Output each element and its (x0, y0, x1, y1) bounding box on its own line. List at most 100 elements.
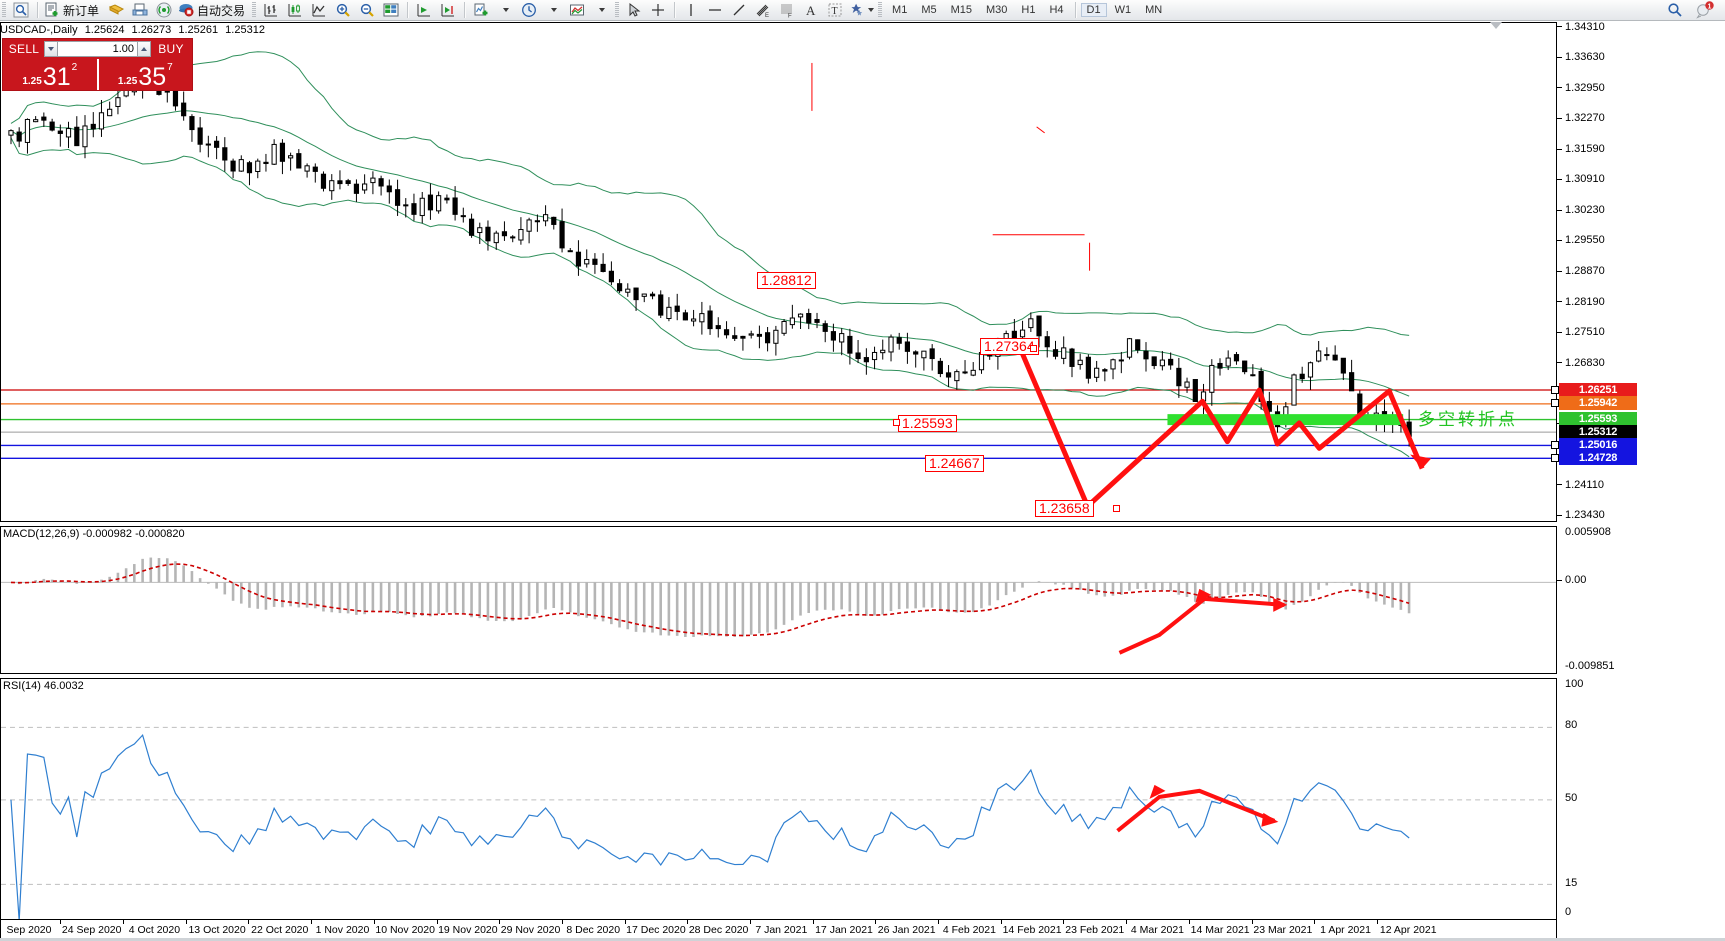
bar-chart-button[interactable] (259, 1, 283, 20)
price-tag-blue-lower[interactable]: 1.24728 (1551, 450, 1637, 465)
price-scale[interactable]: 1.34310 1.33630 1.32950 1.32270 1.31590 1.309… (1551, 21, 1725, 522)
templates-button[interactable] (565, 1, 589, 20)
price-tick: 1.28190 (1557, 296, 1605, 308)
buy-price-button[interactable]: 1.25 35 7 (99, 59, 193, 90)
toolbar-grip-2[interactable] (252, 2, 257, 18)
indicators-button[interactable] (469, 1, 493, 20)
line-chart-button[interactable] (307, 1, 331, 20)
indicators-dropdown[interactable] (493, 1, 517, 20)
price-tick-label: 1.32270 (1565, 112, 1605, 125)
tile-windows-button[interactable] (379, 1, 403, 20)
price-tag-handle[interactable] (1551, 453, 1559, 462)
price-tag-orange[interactable]: 1.25942 (1551, 396, 1637, 411)
one-click-trading-panel[interactable]: SELL 1.00 BUY 1.25 31 2 1.25 35 7 (2, 38, 193, 91)
chart-top-marker (1490, 22, 1502, 29)
templates-dropdown[interactable] (589, 1, 613, 20)
timeframe-h1[interactable]: H1 (1021, 4, 1036, 16)
symbol-close: 1.25312 (225, 24, 265, 36)
price-tick: 1.34310 (1557, 21, 1605, 33)
price-tag-handle[interactable] (1551, 399, 1559, 408)
timeframe-mn[interactable]: MN (1145, 4, 1163, 16)
trendline-tool[interactable] (727, 1, 751, 20)
search-button[interactable] (1663, 1, 1687, 20)
price-tag-handle[interactable] (1551, 440, 1559, 449)
market-watch-button[interactable] (128, 1, 152, 20)
price-tick-label: 1.24110 (1565, 478, 1604, 491)
macd-tick-label: 0.005908 (1565, 526, 1611, 538)
timeframe-d1[interactable]: D1 (1080, 3, 1107, 17)
price-tick: 1.28870 (1557, 265, 1605, 277)
annotation-1-25593[interactable]: 1.25593 (898, 415, 957, 432)
fibonacci-tool[interactable]: F (775, 1, 799, 20)
notifications-button[interactable]: 1 (1693, 1, 1717, 20)
macd-scale[interactable]: 0.005908 0.00 -0.009851 (1557, 526, 1725, 674)
crosshair-tool[interactable] (646, 1, 670, 20)
autotrading-button[interactable]: 自动交易 (176, 1, 250, 20)
price-tag-resistance[interactable]: 1.26251 (1551, 382, 1637, 397)
turning-point-annotation[interactable]: 多空转折点 (1418, 410, 1518, 429)
data-window-button[interactable] (9, 1, 33, 20)
rsi-scale[interactable]: 100 80 50 15 0 (1557, 678, 1725, 920)
price-tag-handle[interactable] (1551, 385, 1559, 394)
date-tick (875, 920, 877, 924)
price-tag-last[interactable]: 1.25312 (1559, 424, 1637, 439)
periods-button[interactable] (517, 1, 541, 20)
text-label-tool[interactable]: T (823, 1, 847, 20)
timeframe-group[interactable]: M1 M5 M15 M30 H1 H4 D1 W1 MN (885, 2, 1169, 18)
timeframe-m15[interactable]: M15 (950, 4, 972, 16)
volume-decrease-button[interactable] (44, 41, 58, 57)
annotation-1-27364[interactable]: 1.27364 (980, 338, 1039, 355)
volume-input[interactable]: 1.00 (58, 41, 137, 57)
rsi-tick: 80 (1557, 719, 1577, 731)
timeframe-m1[interactable]: M1 (892, 4, 908, 16)
expert-advisor-button[interactable] (104, 1, 128, 20)
timeframe-m5[interactable]: M5 (921, 4, 937, 16)
sell-price-button[interactable]: 1.25 31 2 (3, 59, 97, 90)
toolbar-grip-3[interactable] (615, 2, 620, 18)
annotation-1-28812[interactable]: 1.28812 (757, 272, 816, 289)
timeframe-w1[interactable]: W1 (1114, 4, 1132, 16)
cursor-tool[interactable] (622, 1, 646, 20)
new-order-button[interactable]: 新订单 (42, 1, 104, 20)
toolbar-grip[interactable] (2, 2, 6, 18)
price-tick-label: 1.26830 (1565, 356, 1605, 369)
date-tick (1376, 920, 1378, 924)
date-label: 24 Sep 2020 (61, 924, 122, 936)
annotation-handle[interactable] (1030, 345, 1037, 352)
shift-end-button[interactable] (412, 1, 436, 20)
signals-button[interactable] (152, 1, 176, 20)
main-toolbar[interactable]: 新订单 自动交易 (0, 0, 1725, 21)
macd-pane[interactable]: MACD(12,26,9) -0.000982 -0.000820 (0, 526, 1557, 674)
toolbar-separator-4 (464, 2, 466, 18)
timeframe-m30[interactable]: M30 (986, 4, 1008, 16)
svg-text:A: A (806, 3, 816, 18)
periods-dropdown[interactable] (541, 1, 565, 20)
annotation-handle[interactable] (1113, 505, 1120, 512)
sell-label[interactable]: SELL (8, 42, 40, 56)
oct-quotes[interactable]: 1.25 31 2 1.25 35 7 (3, 59, 192, 90)
horizontal-line-tool[interactable] (703, 1, 727, 20)
autotrading-label: 自动交易 (197, 3, 246, 18)
auto-scroll-button[interactable] (436, 1, 460, 20)
timeframe-h4[interactable]: H4 (1049, 4, 1064, 16)
equidistant-channel-tool[interactable]: E (751, 1, 775, 20)
toolbar-grip-4[interactable] (878, 2, 883, 18)
buy-label[interactable]: BUY (158, 42, 184, 56)
annotation-1-23658[interactable]: 1.23658 (1035, 500, 1094, 517)
shapes-tool[interactable] (847, 1, 876, 20)
rsi-pane[interactable]: RSI(14) 46.0032 (0, 678, 1557, 920)
volume-increase-button[interactable] (137, 41, 151, 57)
svg-text:F: F (788, 14, 792, 19)
zoom-out-button[interactable] (355, 1, 379, 20)
annotation-1-24667[interactable]: 1.24667 (925, 455, 984, 472)
candlestick-chart-button[interactable] (283, 1, 307, 20)
price-tag-green[interactable]: 1.25593 (1559, 412, 1637, 427)
vertical-line-tool[interactable] (679, 1, 703, 20)
date-tick (812, 920, 814, 924)
annotation-handle[interactable] (893, 419, 900, 426)
text-tool[interactable]: A (799, 1, 823, 20)
price-tag-blue-upper[interactable]: 1.25016 (1551, 437, 1637, 452)
date-tick (436, 920, 438, 924)
oct-header[interactable]: SELL 1.00 BUY (3, 39, 192, 59)
zoom-in-button[interactable] (331, 1, 355, 20)
